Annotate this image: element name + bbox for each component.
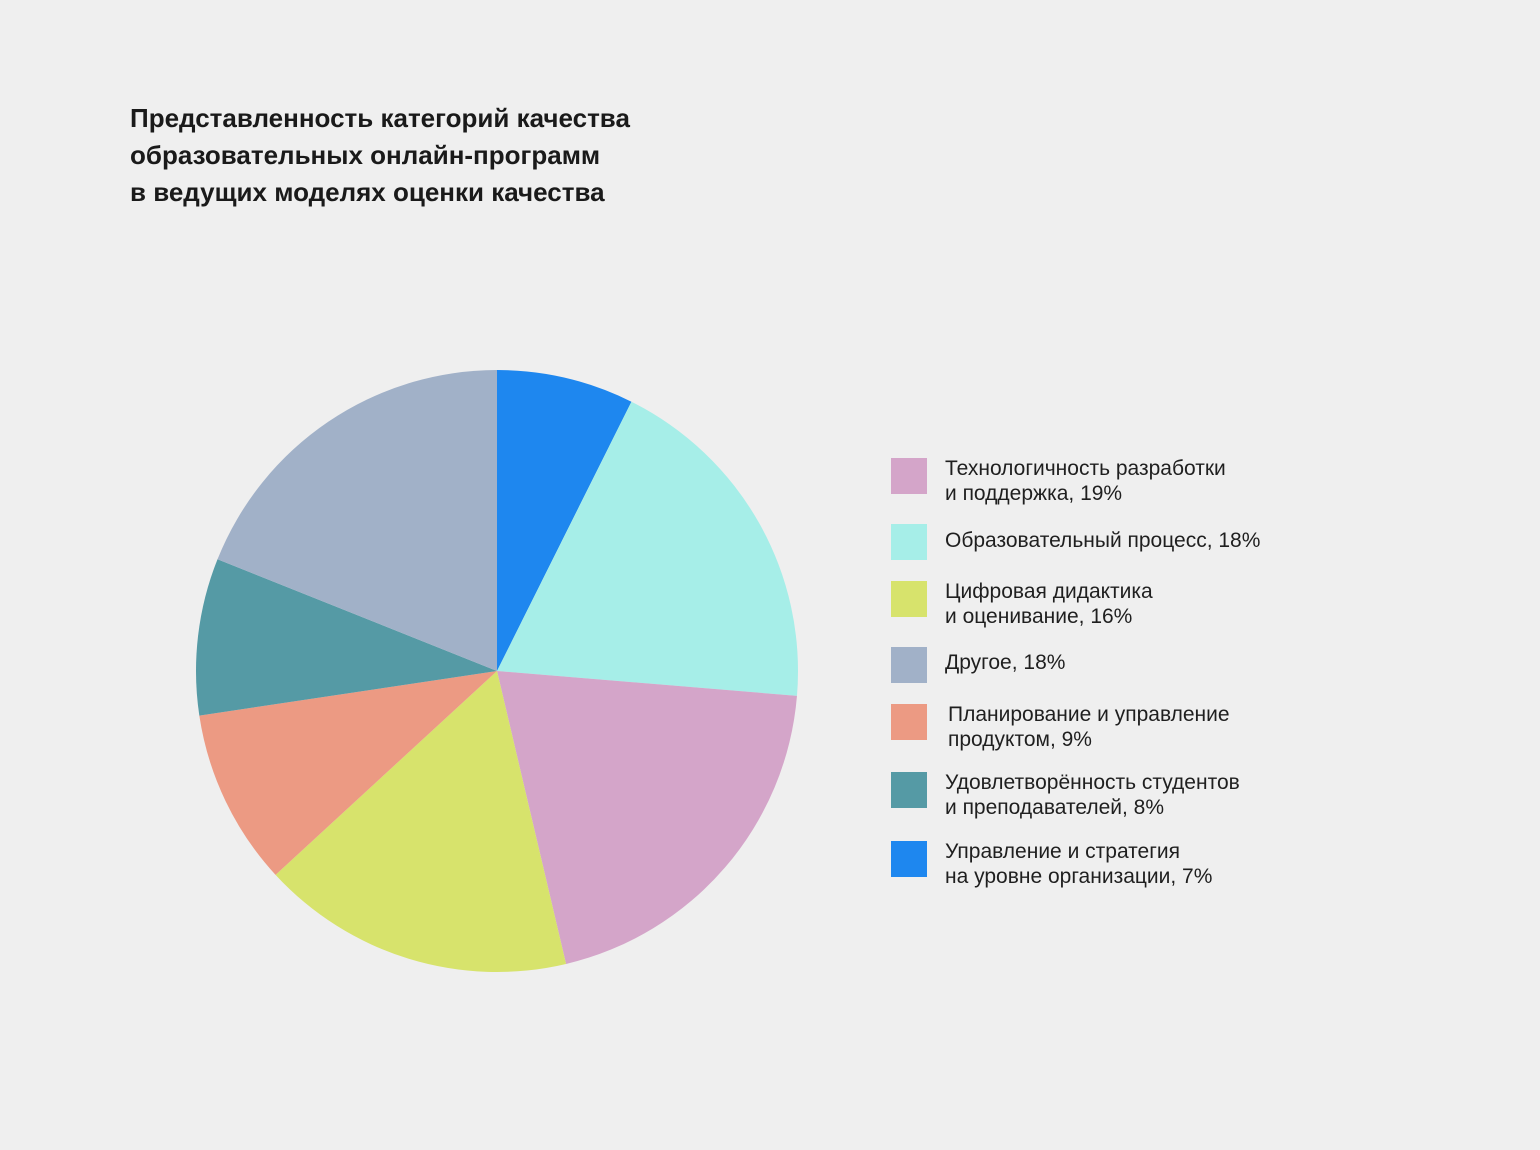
pie-slice (275, 671, 567, 972)
chart-title-line: Представленность категорий качества (130, 103, 630, 133)
pie-slice (497, 401, 798, 696)
pie-slice (217, 370, 497, 671)
chart-title-line: в ведущих моделях оценки качества (130, 177, 605, 207)
pie-slice (199, 671, 497, 875)
pie-slice (497, 671, 797, 964)
chart-title: Представленность категорий качества обра… (130, 100, 770, 211)
pie-slice (497, 370, 632, 671)
pie-slice (196, 559, 497, 716)
chart-title-line: образовательных онлайн-программ (130, 140, 601, 170)
